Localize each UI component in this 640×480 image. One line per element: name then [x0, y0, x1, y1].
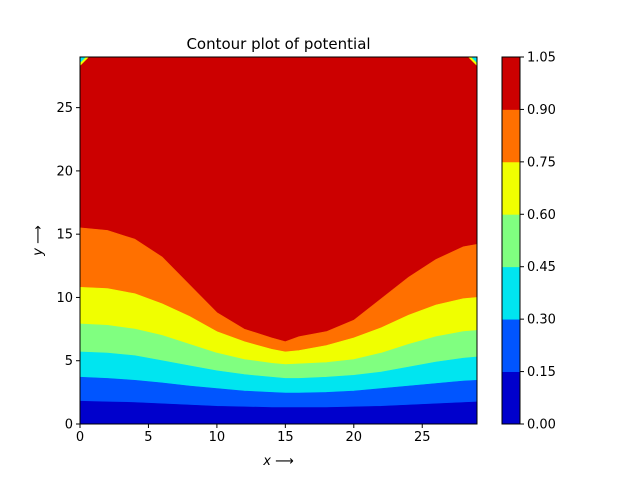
x-tick-label: 5	[144, 430, 152, 445]
y-tick-label: 20	[56, 164, 73, 179]
x-tick-label: 0	[76, 430, 84, 445]
chart-title: Contour plot of potential	[186, 35, 370, 53]
y-axis-label: y ⟶	[31, 225, 46, 256]
x-axis-label: x ⟶	[262, 454, 293, 469]
plot-area	[79, 56, 478, 425]
x-tick-label: 25	[414, 430, 431, 445]
colorbar-swatch-4	[502, 161, 520, 215]
colorbar-tick-label: 0.15	[527, 365, 556, 380]
plot-frame	[79, 56, 478, 425]
y-tick-label: 25	[56, 101, 73, 116]
colorbar-frame	[501, 56, 521, 425]
x-tick-label: 20	[346, 430, 363, 445]
colorbar-swatch-6	[502, 57, 520, 110]
colorbar-swatch-5	[502, 109, 520, 163]
colorbar-tick-label: 0.30	[527, 313, 556, 328]
contour-band-0	[79, 400, 478, 425]
y-tick-label: 10	[56, 291, 73, 306]
colorbar-tick-label: 1.05	[527, 51, 556, 66]
y-axis: 0 5 10 15 20 25	[56, 101, 80, 433]
x-axis: 0 5 10 15 20 25	[76, 424, 431, 445]
colorbar-tick-label: 0.00	[527, 418, 556, 433]
y-tick-label: 15	[56, 228, 73, 243]
corner-artifact-left-inner	[80, 57, 86, 63]
x-tick-label: 10	[209, 430, 226, 445]
colorbar-swatch-0	[502, 371, 520, 425]
colorbar-tick-label: 0.60	[527, 208, 556, 223]
colorbar-tick-label: 0.45	[527, 260, 556, 275]
x-tick-label: 15	[277, 430, 294, 445]
colorbar: 0.00 0.15 0.30 0.45 0.60 0.75 0.90 1.05	[501, 51, 556, 433]
corner-artifact-right-inner	[471, 57, 477, 63]
colorbar-tick-label: 0.75	[527, 155, 556, 170]
colorbar-swatch-3	[502, 214, 520, 268]
colorbar-swatch-1	[502, 319, 520, 372]
colorbar-tick-label: 0.90	[527, 103, 556, 118]
colorbar-swatch-2	[502, 266, 520, 320]
y-tick-label: 5	[65, 354, 73, 369]
y-tick-label: 0	[65, 418, 73, 433]
